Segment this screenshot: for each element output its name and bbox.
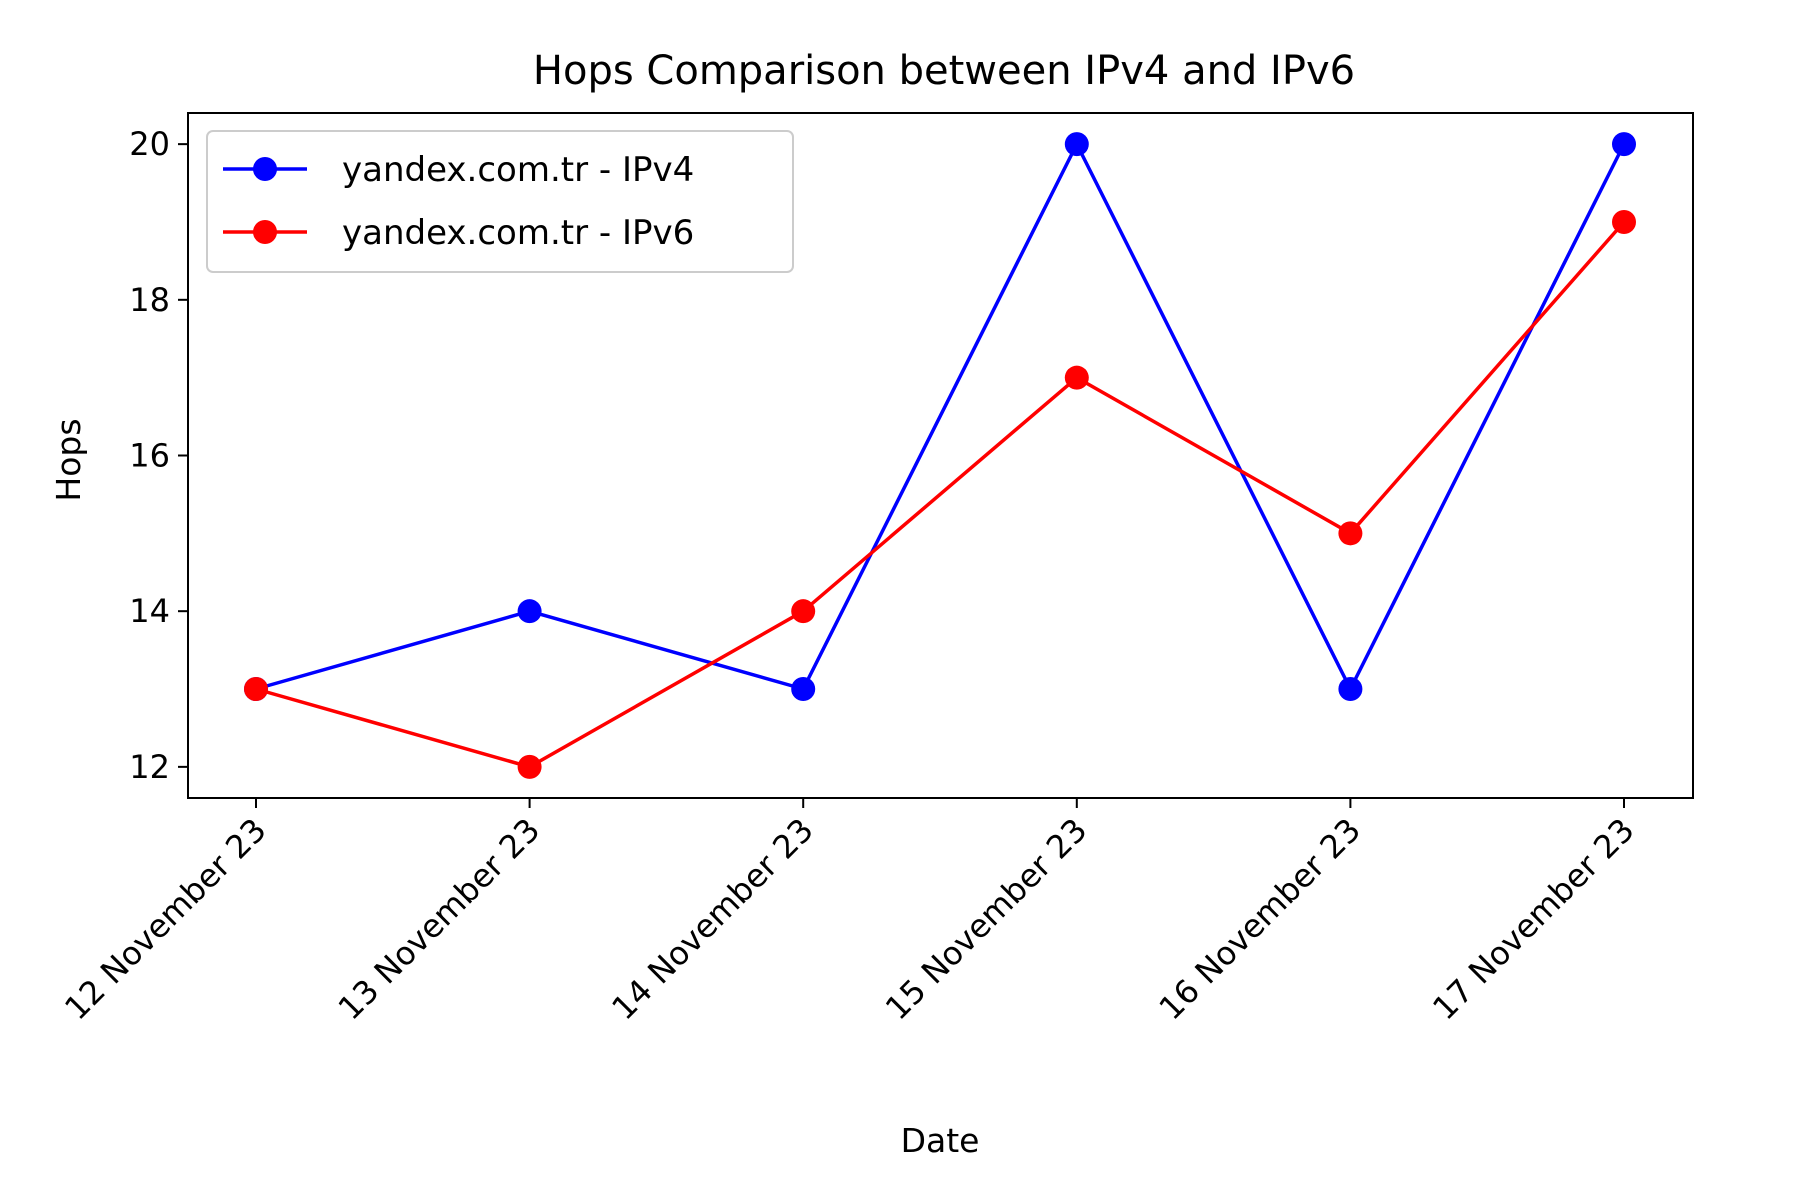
data-point xyxy=(1338,677,1363,702)
legend-label-ipv6: yandex.com.tr - IPv6 xyxy=(342,213,694,253)
data-point xyxy=(791,599,816,624)
y-tick-label: 18 xyxy=(129,281,170,319)
x-axis-label: Date xyxy=(901,1121,980,1160)
data-point xyxy=(517,599,542,624)
data-point xyxy=(1612,209,1636,234)
data-point xyxy=(244,677,268,702)
y-tick-label: 14 xyxy=(129,592,170,630)
legend-box xyxy=(206,130,794,273)
data-point xyxy=(791,677,816,702)
y-axis: 12 14 16 18 20 xyxy=(129,125,188,786)
data-point xyxy=(517,754,542,779)
series-line-2 xyxy=(255,220,1626,769)
series-layer xyxy=(244,132,1636,779)
legend-marker-ipv6 xyxy=(253,220,277,244)
series-line-1 xyxy=(255,142,1626,691)
chart-title: Hops Comparison between IPv4 and IPv6 xyxy=(533,48,1355,94)
data-point xyxy=(1064,132,1089,157)
data-point xyxy=(1612,132,1636,157)
series-2 xyxy=(244,209,1636,779)
y-tick-label: 16 xyxy=(129,437,170,475)
y-axis-label: Hops xyxy=(49,418,88,501)
data-point xyxy=(1338,521,1363,546)
y-tick-label: 12 xyxy=(129,748,170,786)
legend: yandex.com.tr - IPv4 yandex.com.tr - IPv… xyxy=(206,130,794,273)
legend-label-ipv4: yandex.com.tr - IPv4 xyxy=(342,150,694,190)
data-point xyxy=(1064,365,1089,390)
y-tick-label: 20 xyxy=(129,125,170,163)
legend-marker-ipv4 xyxy=(253,157,277,181)
